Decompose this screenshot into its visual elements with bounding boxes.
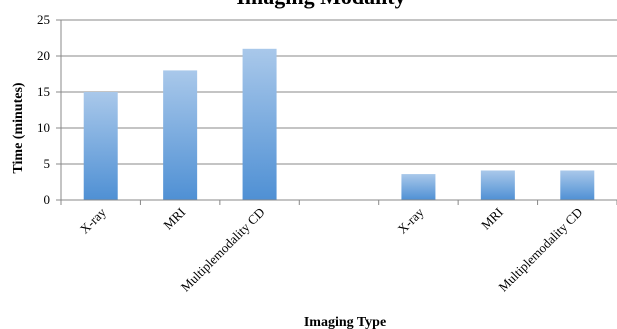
y-tick-label: 0 bbox=[44, 192, 51, 207]
x-tick-label: MRI bbox=[478, 205, 506, 233]
x-tick-label: MRI bbox=[160, 205, 188, 233]
x-tick-label: X-ray bbox=[77, 204, 109, 236]
x-axis-title: Imaging Type bbox=[304, 315, 386, 329]
x-tick-label: Multiplemodality CD bbox=[495, 205, 585, 295]
x-tick-label: Multiplemodality CD bbox=[178, 205, 268, 295]
gridlines bbox=[56, 19, 617, 205]
bar bbox=[560, 170, 595, 200]
chart-title: Imaging Modality bbox=[236, 0, 405, 9]
y-tick-label: 5 bbox=[44, 156, 51, 171]
bar bbox=[401, 174, 436, 200]
x-tick-label: X-ray bbox=[394, 204, 426, 236]
y-tick-label: 20 bbox=[37, 48, 50, 63]
bar bbox=[480, 170, 515, 200]
y-tick-label: 15 bbox=[37, 84, 50, 99]
bar bbox=[163, 70, 198, 201]
y-tick-label: 10 bbox=[37, 120, 50, 135]
y-tick-label: 25 bbox=[37, 12, 50, 27]
bar bbox=[242, 48, 277, 200]
y-tick-labels: 0 5 10 15 20 25 bbox=[37, 12, 50, 207]
y-axis-title: Time (minutes) bbox=[11, 82, 26, 173]
bar bbox=[83, 92, 118, 200]
bars bbox=[83, 48, 595, 201]
